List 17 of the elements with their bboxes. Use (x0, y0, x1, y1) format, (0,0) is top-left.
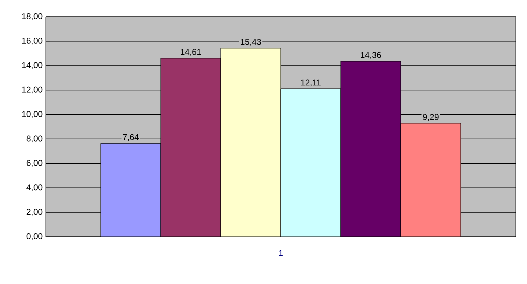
data-label: 9,29 (423, 114, 439, 122)
data-label: 15,43 (241, 39, 262, 46)
data-label: 7,64 (123, 134, 139, 142)
y-tick-label: 8,00 (26, 136, 43, 143)
y-tick-label: 14,00 (22, 62, 43, 70)
data-label: 14,61 (181, 49, 202, 56)
y-tick-label: 16,00 (22, 38, 43, 45)
y-tick-label: 12,00 (22, 86, 43, 94)
y-tick-label: 4,00 (26, 184, 43, 192)
x-tick-label: 1 (279, 250, 283, 256)
y-tick-label: 6,00 (26, 160, 43, 168)
data-label: 12,11 (301, 80, 321, 87)
y-tick-label: 0,00 (26, 234, 43, 240)
y-tick-label: 2,00 (26, 209, 43, 216)
y-tick-label: 18,00 (22, 14, 43, 20)
data-label: 14,36 (361, 52, 382, 60)
y-tick-label: 10,00 (22, 111, 43, 118)
